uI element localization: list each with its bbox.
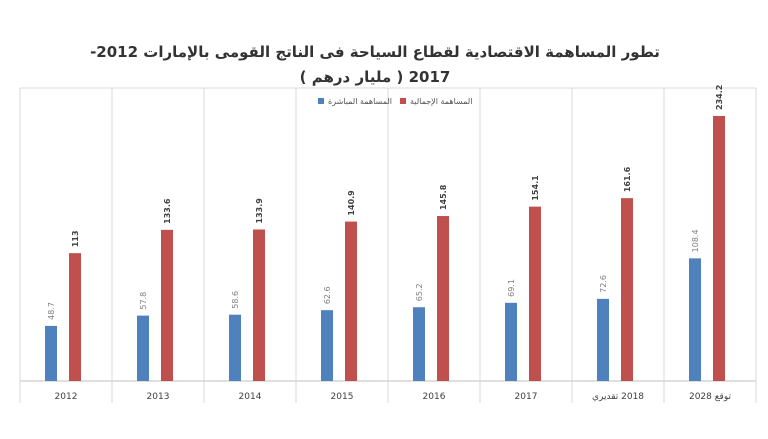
bar <box>529 206 541 381</box>
data-label: 133.6 <box>163 198 172 224</box>
x-tick-label: 2016 <box>423 392 446 402</box>
x-tick-label: 2017 <box>515 392 538 402</box>
x-tick-label: 2014 <box>239 392 262 402</box>
bar <box>321 310 333 381</box>
data-label: 133.9 <box>255 198 264 224</box>
data-label: 69.1 <box>507 279 516 297</box>
x-tick-label: توقع 2028 <box>689 392 732 402</box>
data-label: 65.2 <box>415 283 424 301</box>
legend-label: المساهمة المباشرة <box>328 97 392 106</box>
bar <box>597 298 609 381</box>
bar <box>713 116 725 381</box>
x-tick-label: 2018 تقديري <box>592 392 644 402</box>
data-label: 234.2 <box>715 85 724 110</box>
data-label: 113 <box>71 230 80 247</box>
bar <box>621 198 633 381</box>
data-label: 62.6 <box>323 286 332 304</box>
data-label: 57.8 <box>139 292 148 310</box>
data-label: 140.9 <box>347 190 356 216</box>
data-label: 58.6 <box>231 291 240 309</box>
legend-label: المساهمة الإجمالية <box>410 97 472 107</box>
data-label: 108.4 <box>691 229 700 252</box>
bar <box>505 302 517 381</box>
data-label: 72.6 <box>599 275 608 293</box>
chart-title: تطور المساهمة الاقتصادية لقطاع السياحة ف… <box>90 43 660 86</box>
bar <box>413 307 425 381</box>
legend-swatch <box>318 98 324 104</box>
data-label: 154.1 <box>531 175 540 201</box>
bar <box>345 221 357 381</box>
bar <box>437 216 449 381</box>
bar <box>45 325 57 381</box>
bar <box>689 258 701 381</box>
data-label: 161.6 <box>623 166 632 192</box>
bar <box>69 253 81 381</box>
data-label: 48.7 <box>47 302 56 320</box>
x-tick-label: 2015 <box>331 392 354 402</box>
bar <box>229 314 241 381</box>
bar <box>253 229 265 381</box>
x-tick-label: 2012 <box>55 392 78 402</box>
bar <box>161 229 173 381</box>
legend-swatch <box>400 98 406 104</box>
bar <box>137 315 149 381</box>
x-tick-label: 2013 <box>147 392 170 402</box>
data-label: 145.8 <box>439 184 448 210</box>
